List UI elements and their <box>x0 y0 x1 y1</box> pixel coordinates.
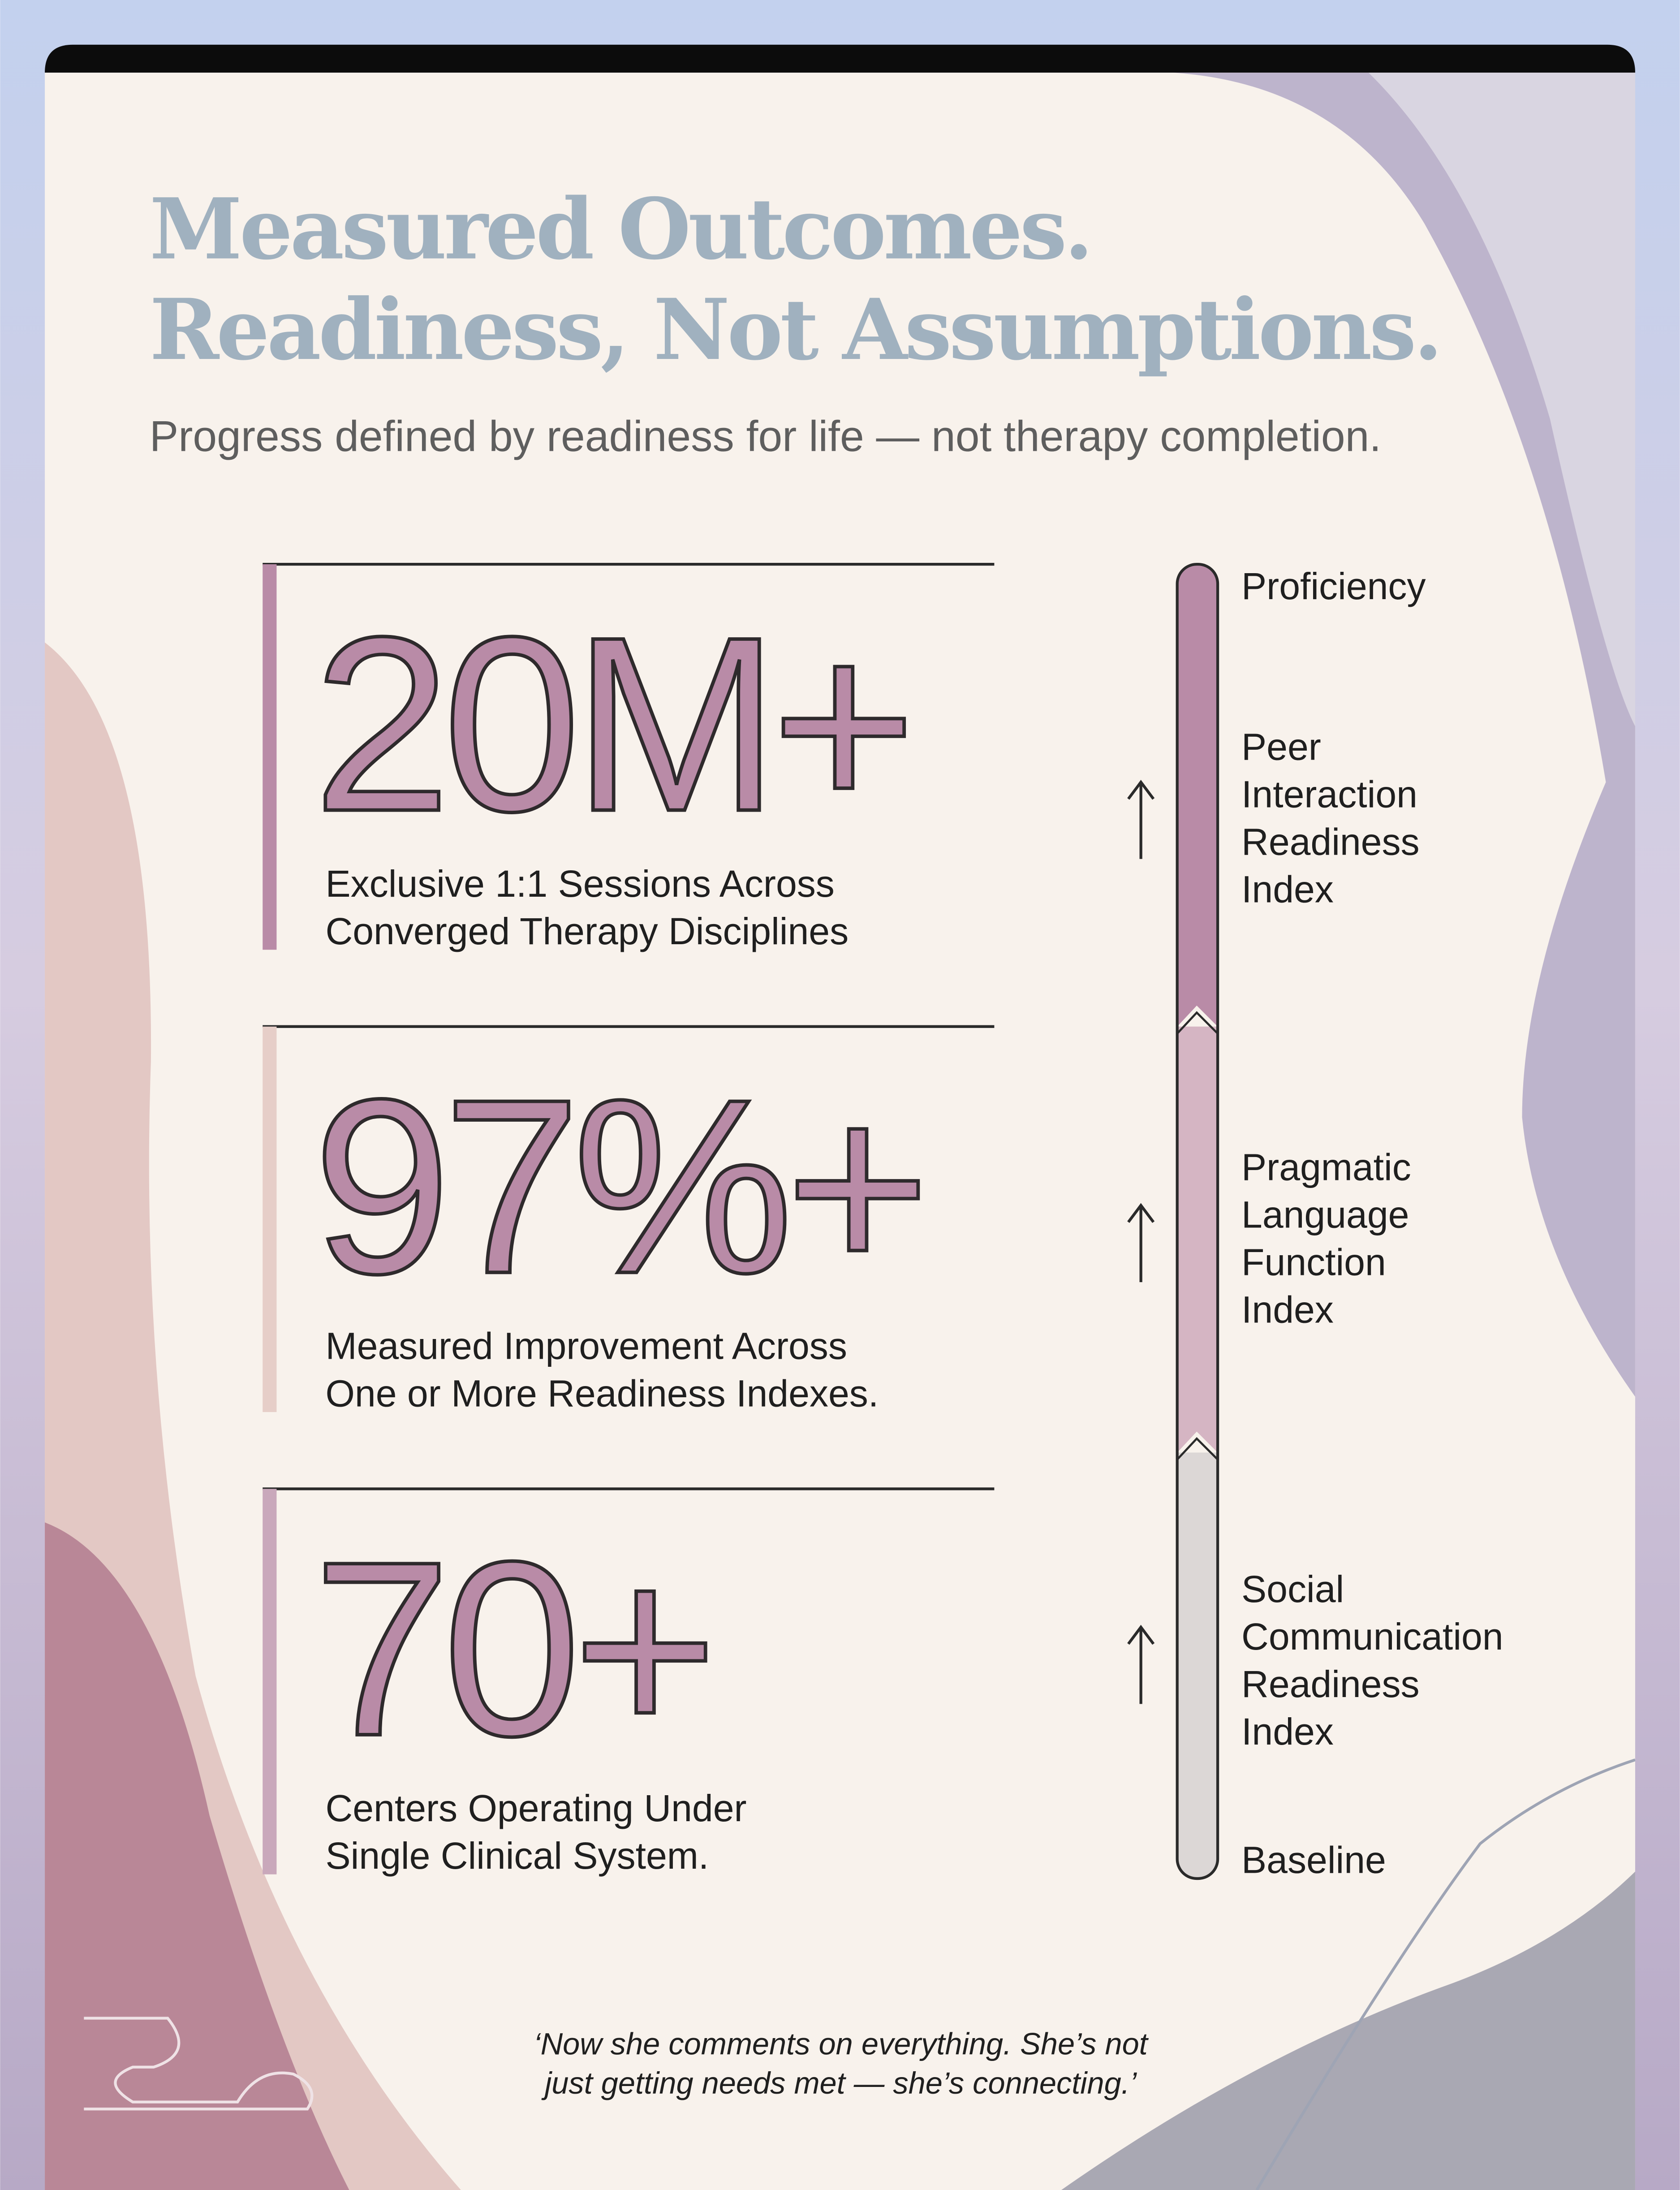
stat-description: Centers Operating Under <box>325 1787 746 1829</box>
scale-level-label: Pragmatic <box>1241 1146 1411 1188</box>
arrow-up <box>1127 780 1155 859</box>
stat-description: Exclusive 1:1 Sessions Across <box>325 863 834 905</box>
scale-level-label: Index <box>1241 1711 1334 1753</box>
curve-line <box>1255 1758 1635 2190</box>
scale-level-label: Language <box>1241 1194 1409 1236</box>
stat-figure: 20M+ <box>313 585 908 863</box>
quote-line: just getting needs met — she’s connectin… <box>541 2066 1137 2100</box>
scale-segment <box>1177 564 1218 1027</box>
frame-bar <box>263 1489 277 1875</box>
scale-segment <box>1177 1026 1218 1453</box>
scale-level-label: Interaction <box>1241 773 1417 815</box>
card <box>45 73 1635 2190</box>
scale-level-label: Index <box>1241 1289 1334 1331</box>
scale-level-label: Function <box>1241 1241 1386 1283</box>
stat-figure: 97%+ <box>313 1047 922 1325</box>
wave-bottom-right <box>1061 1871 1635 2190</box>
frame-bar <box>263 564 277 950</box>
stat-description: Measured Improvement Across <box>325 1325 847 1367</box>
wave-right <box>1173 73 1635 1397</box>
stat-frames <box>263 563 995 1875</box>
texts: Measured Outcomes.Readiness, Not Assumpt… <box>150 180 1503 2100</box>
arrow-up <box>1127 1203 1155 1283</box>
scale-level-label: Readiness <box>1241 821 1420 863</box>
readiness-scale <box>1127 563 1219 1880</box>
stat-description: Single Clinical System. <box>325 1835 709 1877</box>
scale-bottom-label: Baseline <box>1241 1839 1386 1881</box>
scale-chevrons <box>1176 1011 1219 1460</box>
stat-description: Converged Therapy Disciplines <box>325 910 849 952</box>
title-line: Measured Outcomes. <box>150 180 1091 279</box>
card-body <box>45 73 1635 2190</box>
scale-level-label: Index <box>1241 868 1334 910</box>
stat-description: One or More Readiness Indexes. <box>325 1373 879 1415</box>
wave-left <box>45 1522 349 2190</box>
scale-level-label: Peer <box>1241 726 1321 768</box>
stat-figure: 70+ <box>313 1510 709 1788</box>
title-line: Readiness, Not Assumptions. <box>150 281 1440 379</box>
cloud-ornament <box>84 2017 314 2111</box>
scale-top-label: Proficiency <box>1241 565 1426 607</box>
quote-line: ‘Now she comments on everything. She’s n… <box>534 2027 1149 2061</box>
scale-outline <box>1176 563 1219 1880</box>
subtitle: Progress defined by readiness for life —… <box>150 413 1381 461</box>
frame-bar <box>263 1026 277 1412</box>
wave-right-light <box>1368 73 1635 726</box>
scale-level-label: Readiness <box>1241 1663 1420 1705</box>
scale-segment <box>1177 1452 1218 1879</box>
arrow-up <box>1127 1624 1155 1704</box>
scale-level-label: Communication <box>1241 1616 1503 1658</box>
card-top-bar <box>45 44 1635 73</box>
scale-level-label: Social <box>1241 1568 1344 1610</box>
